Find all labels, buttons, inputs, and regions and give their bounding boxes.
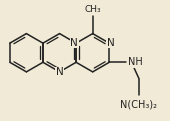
Text: N: N bbox=[56, 68, 63, 77]
Text: N: N bbox=[107, 38, 115, 48]
Text: NH: NH bbox=[128, 57, 143, 67]
Text: N(CH₃)₂: N(CH₃)₂ bbox=[120, 100, 157, 110]
Text: CH₃: CH₃ bbox=[84, 5, 101, 14]
Text: N: N bbox=[70, 38, 78, 48]
